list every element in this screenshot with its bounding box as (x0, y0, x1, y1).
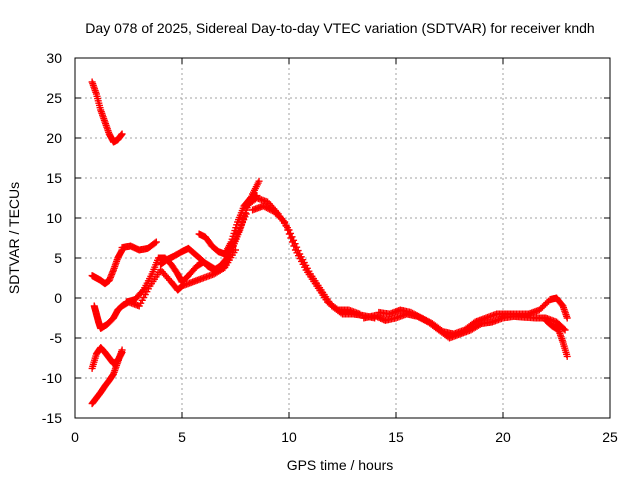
x-tick-label: 15 (388, 429, 404, 445)
x-axis-label: GPS time / hours (287, 457, 394, 473)
series-track-3 (88, 344, 126, 372)
data-point (416, 313, 424, 321)
data-point (418, 314, 426, 322)
data-point (407, 308, 415, 316)
data-point (563, 352, 571, 360)
data-point (415, 312, 423, 320)
data-point (356, 310, 364, 318)
data-point (333, 305, 341, 313)
data-point (284, 226, 292, 234)
y-tick-label: -10 (42, 370, 62, 386)
data-point (560, 325, 568, 333)
data-point (287, 234, 295, 242)
data-point (151, 239, 159, 247)
data-point (563, 314, 571, 322)
data-point (425, 318, 433, 326)
data-point (409, 309, 417, 317)
series-track-11 (249, 202, 364, 318)
data-point (410, 310, 418, 318)
data-point (265, 205, 273, 213)
x-tick-label: 0 (71, 429, 79, 445)
y-tick-label: 15 (46, 170, 62, 186)
y-tick-label: 20 (46, 130, 62, 146)
y-tick-label: -15 (42, 410, 62, 426)
data-point (264, 204, 272, 212)
y-tick-label: 10 (46, 210, 62, 226)
data-point (413, 312, 421, 320)
data-point (285, 230, 293, 238)
chart-title: Day 078 of 2025, Sidereal Day-to-day VTE… (85, 20, 594, 36)
data-point (262, 204, 270, 212)
x-tick-labels: 0 5 10 15 20 25 (71, 429, 618, 445)
data-point (561, 326, 569, 334)
axis-ticks (74, 57, 611, 419)
grid-lines (75, 58, 610, 418)
data-point (438, 326, 446, 334)
data-point (259, 202, 267, 210)
y-axis-label: SDTVAR / TECUs (6, 182, 22, 294)
plot-frame (74, 57, 611, 419)
x-tick-label: 10 (281, 429, 297, 445)
data-point (118, 130, 126, 138)
data-point (282, 222, 290, 230)
data-point (424, 317, 432, 325)
series-track-1 (88, 78, 126, 146)
data-point (290, 242, 298, 250)
data-point (419, 315, 427, 323)
series-track-9 (195, 192, 261, 258)
data-point (138, 287, 146, 295)
y-tick-label: -5 (50, 330, 63, 346)
y-tick-label: 30 (46, 50, 62, 66)
series-track-5 (118, 238, 160, 254)
data-point (261, 203, 269, 211)
data-point (288, 238, 296, 246)
y-tick-label: 25 (46, 90, 62, 106)
data-point (281, 218, 289, 226)
series-track-14 (542, 316, 571, 360)
data-point (255, 177, 263, 185)
data-point (412, 311, 420, 319)
series-track-4 (88, 246, 126, 288)
y-tick-label: 5 (54, 250, 62, 266)
x-tick-label: 5 (178, 429, 186, 445)
series-track-8 (157, 177, 263, 274)
data-point (279, 217, 287, 225)
y-tick-labels: -15 -10 -5 0 5 10 15 20 25 30 (42, 50, 62, 426)
data-point (422, 316, 430, 324)
y-tick-label: 0 (54, 290, 62, 306)
series-track-13 (375, 294, 571, 338)
x-tick-label: 25 (602, 429, 618, 445)
data-point (118, 348, 126, 356)
data-point (267, 206, 275, 214)
data-points (88, 78, 571, 408)
x-tick-label: 20 (495, 429, 511, 445)
data-point (421, 316, 429, 324)
data-point (152, 238, 160, 246)
